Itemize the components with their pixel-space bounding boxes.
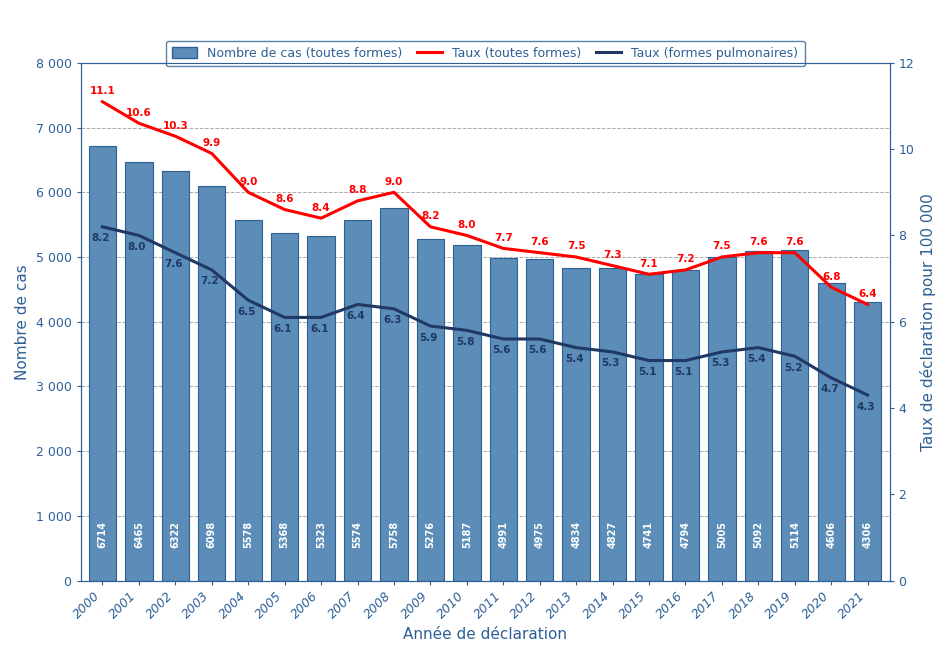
Text: 5.2: 5.2: [784, 363, 803, 373]
Text: 6098: 6098: [206, 521, 217, 548]
Text: 5758: 5758: [389, 521, 399, 548]
Text: 5578: 5578: [243, 521, 253, 548]
Text: 8.2: 8.2: [421, 211, 439, 221]
Bar: [745, 251, 772, 581]
Bar: [198, 186, 225, 581]
Text: 7.5: 7.5: [567, 241, 586, 252]
Text: 7.6: 7.6: [749, 237, 767, 247]
Text: 6465: 6465: [134, 521, 144, 548]
Text: 7.6: 7.6: [786, 237, 805, 247]
Text: 5005: 5005: [717, 521, 727, 548]
Text: 8.0: 8.0: [457, 220, 476, 230]
Text: 7.6: 7.6: [531, 237, 549, 247]
Text: 4991: 4991: [498, 521, 508, 548]
Text: 5.8: 5.8: [456, 337, 475, 347]
Bar: [490, 258, 517, 581]
Text: 7.1: 7.1: [640, 259, 658, 269]
Text: 5368: 5368: [280, 521, 290, 548]
Bar: [344, 220, 371, 581]
Text: 6.4: 6.4: [346, 311, 365, 321]
Text: 5.4: 5.4: [747, 354, 766, 364]
Text: 6714: 6714: [97, 521, 107, 548]
Text: 5276: 5276: [425, 521, 436, 548]
Bar: [126, 162, 152, 581]
Text: 8.0: 8.0: [127, 242, 146, 252]
Text: 7.2: 7.2: [676, 254, 695, 264]
Text: 8.8: 8.8: [348, 185, 367, 195]
Text: 8.4: 8.4: [312, 202, 330, 213]
Text: 9.0: 9.0: [385, 177, 403, 187]
Bar: [454, 245, 480, 581]
Bar: [599, 268, 627, 581]
Bar: [635, 274, 663, 581]
Text: 4827: 4827: [608, 521, 617, 548]
Bar: [671, 270, 699, 581]
Bar: [526, 259, 553, 581]
Text: 5.3: 5.3: [602, 359, 620, 369]
Text: 7.5: 7.5: [712, 241, 731, 252]
Text: 6.4: 6.4: [859, 289, 877, 299]
Text: 5.9: 5.9: [419, 332, 437, 342]
Text: 10.3: 10.3: [163, 121, 188, 131]
Text: 11.1: 11.1: [89, 86, 115, 96]
Text: 4306: 4306: [863, 521, 873, 548]
Bar: [162, 171, 189, 581]
Text: 10.6: 10.6: [126, 108, 152, 118]
Text: 7.6: 7.6: [165, 259, 183, 269]
Bar: [380, 208, 408, 581]
Text: 4794: 4794: [681, 521, 690, 548]
Text: 7.7: 7.7: [494, 233, 513, 243]
Text: 4.7: 4.7: [820, 384, 839, 394]
X-axis label: Année de déclaration: Année de déclaration: [403, 627, 567, 642]
Text: 4975: 4975: [534, 521, 545, 548]
Text: 5574: 5574: [353, 521, 362, 548]
Text: 6322: 6322: [170, 521, 181, 548]
Text: 9.0: 9.0: [239, 177, 258, 187]
Text: 5187: 5187: [462, 521, 472, 548]
Text: 6.5: 6.5: [237, 307, 256, 317]
Bar: [271, 233, 299, 581]
Text: 6.1: 6.1: [274, 324, 292, 334]
Text: 5.4: 5.4: [565, 354, 584, 364]
Text: 6.8: 6.8: [822, 271, 841, 282]
Text: 5114: 5114: [789, 521, 800, 548]
Text: 8.2: 8.2: [91, 233, 110, 243]
Bar: [307, 236, 335, 581]
Text: 5.6: 5.6: [493, 346, 511, 355]
Bar: [781, 250, 808, 581]
Text: 8.6: 8.6: [276, 194, 294, 204]
Text: 5092: 5092: [753, 521, 764, 548]
Text: 5.3: 5.3: [710, 359, 729, 369]
Bar: [88, 146, 116, 581]
Bar: [417, 239, 444, 581]
Text: 5323: 5323: [316, 521, 326, 548]
Text: 9.9: 9.9: [203, 138, 221, 148]
Text: 4.3: 4.3: [857, 401, 875, 411]
Bar: [235, 219, 262, 581]
Text: 4834: 4834: [572, 521, 581, 548]
Text: 6.3: 6.3: [383, 315, 401, 325]
Text: 7.2: 7.2: [201, 277, 220, 286]
Text: 6.1: 6.1: [310, 324, 328, 334]
Bar: [708, 257, 735, 581]
Text: 5.1: 5.1: [674, 367, 693, 377]
Bar: [562, 268, 590, 581]
Y-axis label: Taux de déclaration pour 100 000: Taux de déclaration pour 100 000: [920, 193, 936, 451]
Text: 4606: 4606: [826, 521, 836, 548]
Bar: [854, 302, 882, 581]
Bar: [818, 283, 844, 581]
Text: 5.1: 5.1: [638, 367, 656, 377]
Text: 7.3: 7.3: [603, 250, 622, 260]
Text: 4741: 4741: [644, 521, 654, 548]
Text: 5.6: 5.6: [529, 346, 547, 355]
Legend: Nombre de cas (toutes formes), Taux (toutes formes), Taux (formes pulmonaires): Nombre de cas (toutes formes), Taux (tou…: [165, 41, 805, 66]
Y-axis label: Nombre de cas: Nombre de cas: [15, 264, 30, 380]
